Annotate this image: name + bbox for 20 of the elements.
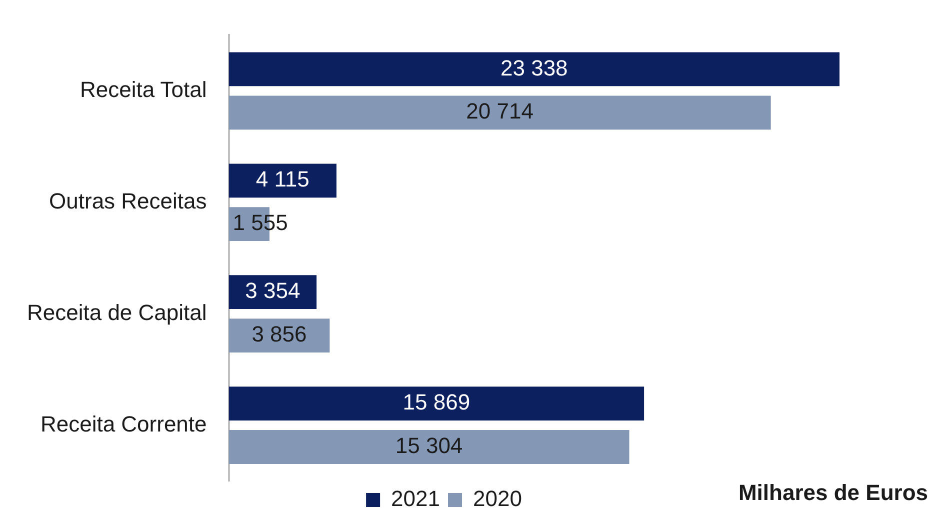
legend-label: 2020 [473,486,522,512]
data-label: 15 304 [395,433,463,458]
data-label: 23 338 [500,55,568,80]
bar [228,386,644,420]
legend-label: 2021 [391,486,440,512]
bar [228,52,840,86]
annotation: Milhares de Euros [738,480,928,506]
data-label: 20 714 [466,98,534,124]
data-label: 3 856 [252,322,307,347]
data-label: 15 869 [402,390,470,415]
bar [228,430,630,464]
y-tick-label: Receita Total [80,76,207,102]
data-label: 4 115 [256,166,310,192]
y-tick-label: Receita de Capital [26,300,207,325]
data-label: 1 555 [232,210,288,236]
y-tick-label: Receita Corrente [40,411,207,436]
bar [228,164,336,198]
bar [228,96,771,130]
y-tick-label: Outras Receitas [49,188,207,214]
data-label: 3 354 [245,278,300,304]
